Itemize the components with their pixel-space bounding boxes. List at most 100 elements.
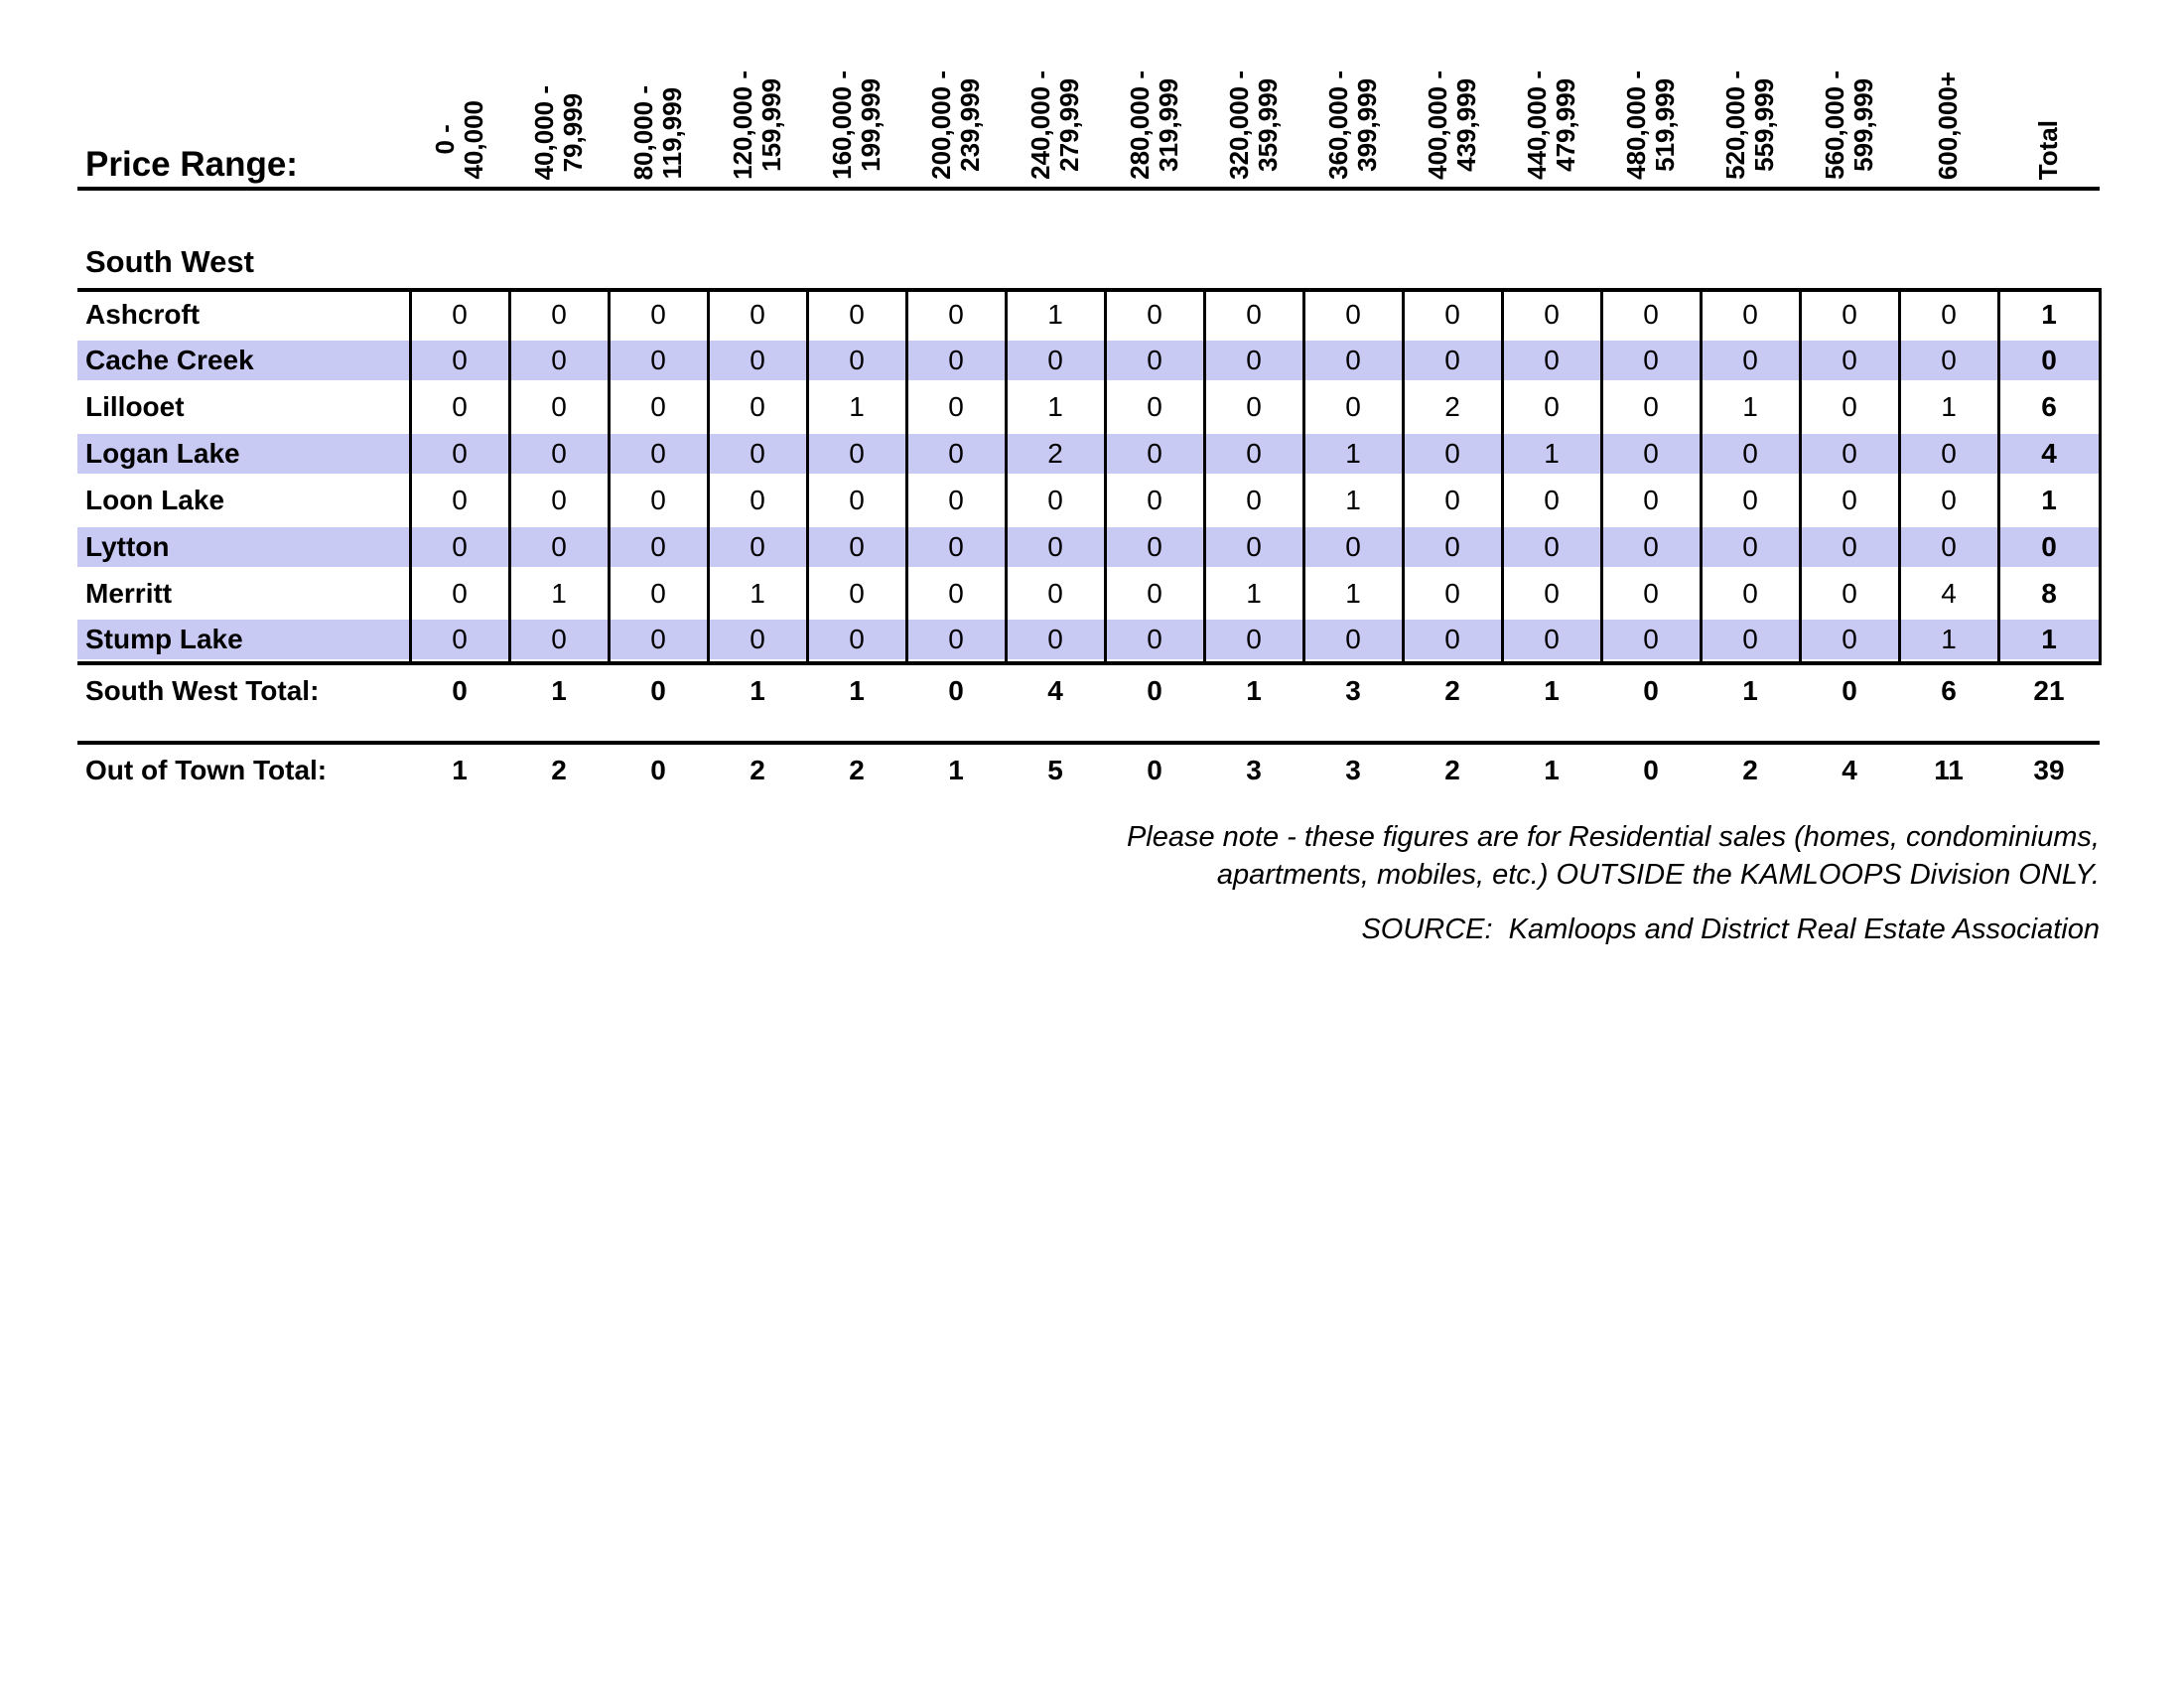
source-note: SOURCE: Kamloops and District Real Estat… (1361, 913, 2100, 945)
price-range-column-header: 360,000 - 399,999 (1303, 12, 1403, 191)
table-row: Stump Lake 0 0 0 0 0 0 0 0 0 0 0 0 0 0 0 1 1 (77, 617, 2102, 665)
table-row: Cache Creek 0 0 0 0 0 0 0 0 0 0 0 0 0 0 0 0 0 (77, 337, 2102, 383)
value-cell: 0 (904, 617, 1006, 665)
row-total-cell: 6 (1996, 383, 2102, 430)
value-cell: 0 (706, 337, 807, 383)
value-cell: 0 (607, 290, 708, 337)
table-row: Lytton 0 0 0 0 0 0 0 0 0 0 0 0 0 0 0 0 0 (77, 523, 2102, 570)
value-cell: 0 (507, 523, 609, 570)
price-range-column-header-label: 360,000 - 399,999 (1322, 70, 1382, 180)
value-cell: 0 (1599, 523, 1701, 570)
value-cell: 0 (805, 523, 906, 570)
value-cell: 0 (1643, 675, 1659, 706)
value-cell: 0 (507, 477, 609, 523)
value-cell: 0 (1147, 675, 1162, 706)
value-cell: 0 (1301, 383, 1403, 430)
value-cell: 2 (708, 741, 807, 810)
value-cell: 0 (706, 430, 807, 477)
value-cell: 0 (1500, 477, 1601, 523)
value-cell: 0 (1004, 337, 1105, 383)
value-cell: 4 (1047, 675, 1063, 706)
value-cell: 0 (1202, 617, 1303, 665)
value-cell: 0 (1103, 383, 1204, 430)
section-title-south-west: South West (77, 189, 2100, 292)
value-cell: 0 (408, 430, 509, 477)
value-cell: 0 (1699, 570, 1800, 617)
price-range-column-header-label: 240,000 - 279,999 (1024, 70, 1084, 180)
value-cell: 0 (1897, 290, 1998, 337)
value-cell: 0 (609, 741, 708, 810)
value-cell: 0 (904, 523, 1006, 570)
row-total-cell: 8 (1996, 570, 2102, 617)
value-cell: 0 (1798, 337, 1899, 383)
section-row: South West (77, 189, 2100, 292)
value-cell: 0 (1202, 523, 1303, 570)
value-cell: 0 (1103, 570, 1204, 617)
value-cell: 0 (408, 523, 509, 570)
value-cell: 0 (805, 430, 906, 477)
value-cell: 0 (1699, 617, 1800, 665)
footnotes: Please note - these figures are for Resi… (77, 818, 2100, 948)
value-cell: 0 (1599, 290, 1701, 337)
value-cell: 0 (1103, 290, 1204, 337)
row-total-cell: 4 (1996, 430, 2102, 477)
value-cell: 0 (805, 617, 906, 665)
price-range-column-header: 440,000 - 479,999 (1502, 12, 1601, 191)
value-cell: 1 (805, 383, 906, 430)
value-cell: 0 (1500, 337, 1601, 383)
residential-sales-note: Please note - these figures are for Resi… (1126, 821, 2100, 892)
total-column-header: Total (1998, 12, 2100, 191)
value-cell: 1 (750, 675, 765, 706)
value-cell: 0 (607, 383, 708, 430)
value-cell: 0 (1798, 430, 1899, 477)
value-cell: 0 (1401, 523, 1502, 570)
row-label: Cache Creek (77, 337, 410, 383)
value-cell: 0 (408, 337, 509, 383)
price-range-column-header-label: 480,000 - 519,999 (1620, 70, 1680, 180)
value-cell: 0 (1798, 383, 1899, 430)
value-cell: 0 (706, 523, 807, 570)
price-range-column-header-label: 120,000 - 159,999 (727, 70, 786, 180)
value-cell: 0 (1699, 523, 1800, 570)
price-range-column-header-label: 40,000 - 79,999 (528, 84, 588, 180)
row-label: Ashcroft (85, 298, 201, 330)
value-cell: 0 (1798, 290, 1899, 337)
row-total-cell: 1 (1996, 617, 2102, 665)
total-column-header-label: Total (2033, 119, 2064, 180)
value-cell: 0 (1103, 523, 1204, 570)
value-cell: 1 (1500, 430, 1601, 477)
row-label: Out of Town Total: (77, 741, 410, 810)
value-cell: 0 (1500, 290, 1601, 337)
value-cell: 0 (1500, 570, 1601, 617)
value-cell: 2 (1401, 383, 1502, 430)
value-cell: 0 (706, 617, 807, 665)
value-cell: 1 (410, 741, 509, 810)
value-cell: 1 (1202, 570, 1303, 617)
value-cell: 0 (452, 675, 468, 706)
price-range-column-header: 320,000 - 359,999 (1204, 12, 1303, 191)
value-cell: 1 (906, 741, 1006, 810)
value-cell: 0 (1004, 523, 1105, 570)
value-cell: 1 (1301, 477, 1403, 523)
value-cell: 6 (1941, 675, 1957, 706)
value-cell: 0 (408, 570, 509, 617)
value-cell: 0 (706, 477, 807, 523)
price-range-header-row: Price Range: 0 - 40,000 40,000 - 79,999 80… (77, 12, 2100, 191)
value-cell: 0 (904, 570, 1006, 617)
price-range-column-header: 0 - 40,000 (410, 12, 509, 191)
price-range-column-header-label: 80,000 - 119,999 (627, 84, 687, 180)
value-cell: 3 (1204, 741, 1303, 810)
value-cell: 0 (1699, 337, 1800, 383)
value-cell: 0 (1601, 741, 1701, 810)
value-cell: 0 (1105, 741, 1204, 810)
value-cell: 0 (706, 290, 807, 337)
value-cell: 0 (1798, 477, 1899, 523)
value-cell: 0 (408, 290, 509, 337)
value-cell: 0 (1004, 477, 1105, 523)
south-west-total-row: South West Total: 0 1 0 1 1 0 4 0 1 3 2 1 0 1 0 6 21 (77, 663, 2100, 743)
value-cell: 4 (1897, 570, 1998, 617)
value-cell: 0 (607, 430, 708, 477)
value-cell: 0 (607, 337, 708, 383)
value-cell: 1 (1301, 570, 1403, 617)
price-range-column-header: 160,000 - 199,999 (807, 12, 906, 191)
